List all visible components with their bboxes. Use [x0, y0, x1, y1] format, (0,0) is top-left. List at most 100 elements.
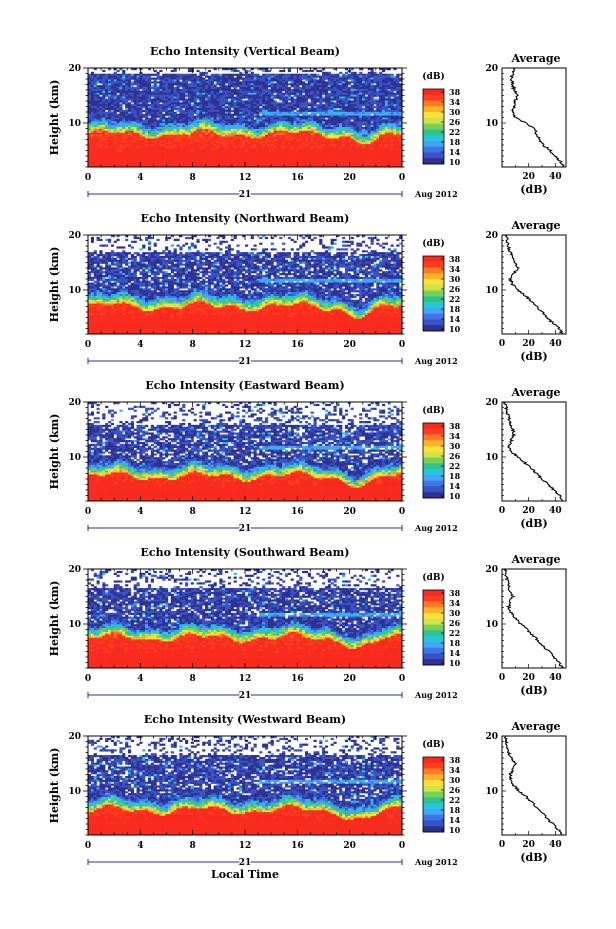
heatmap-cell [276, 75, 280, 78]
heatmap-cell [276, 104, 280, 107]
heatmap-cell [370, 144, 374, 147]
heatmap-cell [276, 127, 280, 130]
heatmap-cell [290, 119, 294, 122]
heatmap-cell [162, 115, 166, 118]
heatmap-cell [216, 161, 220, 164]
heatmap-cell [287, 136, 291, 139]
heatmap-cell [356, 87, 360, 90]
heatmap-cell [213, 90, 217, 94]
heatmap-cell [319, 132, 323, 135]
heatmap-cell [147, 130, 152, 134]
heatmap-cell [336, 161, 340, 164]
heatmap-cell [225, 123, 229, 126]
heatmap-cell [193, 107, 197, 111]
heatmap-cell [273, 109, 277, 113]
heatmap-cell [316, 157, 320, 160]
heatmap-cell [233, 123, 237, 126]
heatmap-cell [353, 128, 357, 132]
heatmap-cell [90, 109, 94, 113]
heatmap-cell [210, 149, 214, 153]
heatmap-cell [270, 81, 274, 84]
heatmap-cell [99, 90, 103, 94]
heatmap-cell [362, 102, 366, 105]
heatmap-cell [276, 81, 280, 84]
heatmap-cell [222, 128, 226, 132]
heatmap-cell [239, 134, 243, 137]
heatmap-cell [290, 132, 294, 135]
heatmap-cell [105, 146, 109, 149]
heatmap-cell [205, 163, 209, 166]
heatmap-cell [139, 125, 143, 128]
heatmap-cell [347, 134, 351, 137]
heatmap-cell [219, 100, 223, 103]
heatmap-cell [307, 144, 311, 147]
heatmap-cell [276, 125, 280, 128]
heatmap-cell [336, 113, 340, 116]
heatmap-cell [233, 144, 237, 147]
heatmap-cell [270, 138, 274, 141]
heatmap-cell [316, 94, 320, 97]
heatmap-cell [162, 104, 166, 107]
heatmap-cell [102, 77, 106, 80]
heatmap-cell [302, 107, 306, 111]
heatmap-cell [205, 113, 209, 116]
heatmap-cell [145, 96, 149, 99]
heatmap-cell [327, 94, 331, 97]
heatmap-cell [270, 144, 274, 147]
heatmap-cell [350, 151, 354, 154]
heatmap-cell [353, 130, 357, 134]
heatmap-cell [236, 115, 240, 118]
heatmap-cell [127, 75, 132, 78]
heatmap-cell [133, 83, 137, 86]
heatmap-cell [127, 163, 132, 166]
heatmap-cell [185, 163, 189, 166]
heatmap-cell [350, 140, 354, 143]
heatmap-cell [373, 73, 377, 76]
heatmap-cell [145, 136, 149, 139]
heatmap-cell [376, 130, 380, 134]
heatmap-cell [182, 94, 186, 97]
heatmap-cell [159, 136, 163, 139]
heatmap-cell [284, 81, 289, 84]
heatmap-cell [304, 73, 309, 76]
heatmap-cell [319, 147, 323, 151]
heatmap-cell [344, 100, 349, 103]
heatmap-cell [193, 153, 197, 156]
heatmap-cell [307, 165, 311, 168]
heatmap-cell [379, 121, 383, 124]
heatmap-cell [379, 88, 383, 92]
heatmap-cell [304, 125, 309, 128]
heatmap-cell [205, 96, 209, 99]
heatmap-cell [245, 144, 249, 147]
heatmap-cell [362, 94, 366, 97]
heatmap-cell [213, 113, 217, 116]
heatmap-cell [199, 121, 203, 124]
heatmap-cell [127, 134, 132, 137]
heatmap-cell [247, 81, 251, 84]
heatmap-cell [262, 144, 266, 147]
heatmap-cell [176, 79, 180, 82]
heatmap-cell [225, 159, 229, 162]
heatmap-cell [187, 92, 192, 95]
heatmap-cell [296, 104, 300, 107]
heatmap-cell [276, 111, 280, 114]
heatmap-cell [359, 83, 363, 86]
heatmap-cell [256, 75, 260, 78]
heatmap-cell [330, 81, 334, 84]
heatmap-cell [256, 107, 260, 111]
heatmap-cell [88, 106, 92, 109]
heatmap-cell [339, 100, 343, 103]
heatmap-cell [264, 125, 269, 128]
heatmap-cell [304, 146, 309, 149]
heatmap-cell [282, 73, 286, 76]
heatmap-cell [304, 147, 309, 151]
heatmap-cell [205, 165, 209, 168]
heatmap-cell [242, 161, 246, 164]
heatmap-cell [145, 153, 149, 156]
heatmap-cell [242, 153, 246, 156]
heatmap-cell [362, 132, 366, 135]
heatmap-cell [179, 149, 183, 153]
heatmap-cell [247, 125, 251, 128]
heatmap-cell [259, 98, 263, 101]
heatmap-cell [159, 144, 163, 147]
